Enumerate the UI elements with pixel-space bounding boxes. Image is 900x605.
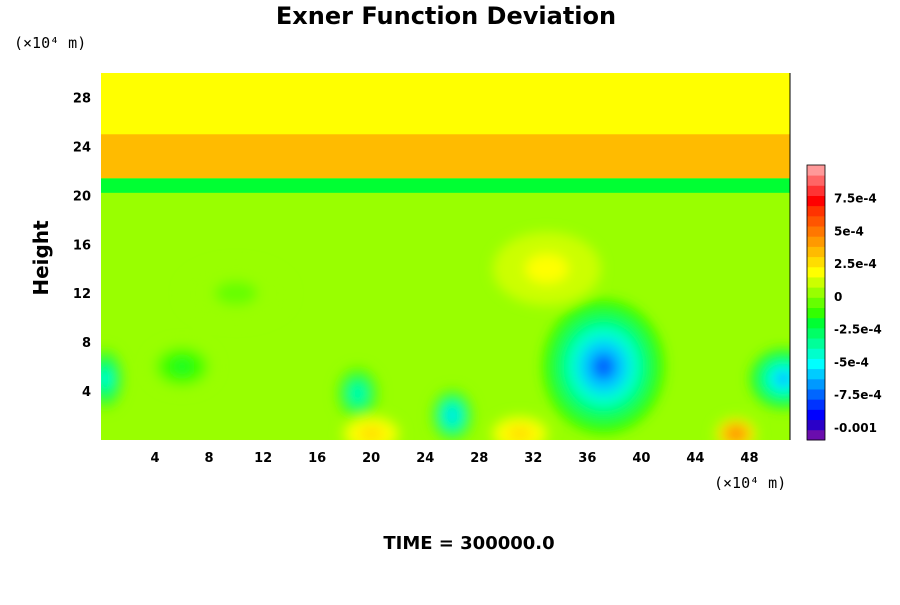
colorbar xyxy=(806,164,826,441)
colorbar-tick-label: -5e-4 xyxy=(834,355,869,369)
colorbar-segment xyxy=(807,195,825,207)
colorbar-segment xyxy=(807,307,825,319)
x-axis-unit: (×10⁴ m) xyxy=(714,474,786,492)
contour-features xyxy=(101,232,790,440)
value-band xyxy=(101,134,790,179)
y-axis-unit: (×10⁴ m) xyxy=(14,34,86,52)
colorbar-segment xyxy=(807,236,825,247)
contour-blob xyxy=(591,353,616,381)
contour-blob xyxy=(175,361,189,372)
colorbar-segment xyxy=(807,358,825,370)
colorbar-segment xyxy=(807,246,825,258)
y-tick-label: 24 xyxy=(73,140,91,155)
colorbar-segment xyxy=(807,256,825,268)
colorbar-segment xyxy=(807,297,825,308)
x-tick-label: 24 xyxy=(416,451,434,466)
contour-blob xyxy=(225,287,247,300)
y-tick-label: 28 xyxy=(73,91,91,106)
x-tick-label: 20 xyxy=(362,451,380,466)
x-tick-label: 8 xyxy=(205,451,214,466)
colorbar-frame xyxy=(806,164,826,441)
x-tick-label: 4 xyxy=(151,451,160,466)
colorbar-segment xyxy=(807,348,825,359)
value-band xyxy=(101,178,790,193)
colorbar-segment xyxy=(807,185,825,196)
y-tick-label: 16 xyxy=(73,238,91,253)
colorbar-tick-label: -0.001 xyxy=(834,421,877,435)
colorbar-tick-label: 5e-4 xyxy=(834,224,864,238)
x-tick-label: 12 xyxy=(254,451,272,466)
colorbar-ticks: 7.5e-4 5e-4 2.5e-4 0 -2.5e-4 -5e-4 -7.5e-4 -0.0… xyxy=(834,192,882,435)
plot-area xyxy=(101,73,790,440)
colorbar-segment xyxy=(807,429,825,441)
chart-title: Exner Function Deviation xyxy=(276,2,616,30)
colorbar-segment xyxy=(807,215,825,227)
contour-blob xyxy=(353,388,363,399)
colorbar-segment xyxy=(807,419,825,431)
x-axis-ticks: 4 8 12 16 20 24 28 32 36 40 44 48 xyxy=(151,451,759,466)
colorbar-segment xyxy=(807,389,825,400)
colorbar-tick-label: -7.5e-4 xyxy=(834,388,882,402)
y-tick-label: 12 xyxy=(73,287,91,302)
contour-blob xyxy=(101,372,109,385)
contour-blob xyxy=(513,430,526,438)
colorbar-segment xyxy=(807,409,825,421)
y-tick-label: 4 xyxy=(82,385,91,400)
x-tick-label: 44 xyxy=(686,451,704,466)
colorbar-segment xyxy=(807,399,825,410)
time-label: TIME = 300000.0 xyxy=(383,533,554,554)
horizontal-bands xyxy=(101,73,790,440)
x-tick-label: 40 xyxy=(632,451,650,466)
contour-blob xyxy=(536,261,558,277)
colorbar-segment xyxy=(807,378,825,390)
y-axis-ticks: 4 8 12 16 20 24 28 xyxy=(73,91,91,400)
colorbar-segment xyxy=(807,327,825,339)
contour-blob xyxy=(447,410,457,421)
contour-blob xyxy=(731,430,741,438)
y-tick-label: 8 xyxy=(82,336,91,351)
colorbar-tick-label: 7.5e-4 xyxy=(834,192,877,206)
x-tick-label: 16 xyxy=(308,451,326,466)
colorbar-segment xyxy=(807,175,825,186)
y-axis-label: Height xyxy=(29,220,53,296)
colorbar-segment xyxy=(807,368,825,380)
colorbar-segment xyxy=(807,266,825,278)
colorbar-segment xyxy=(807,338,825,349)
x-tick-label: 28 xyxy=(470,451,488,466)
colorbar-tick-label: 0 xyxy=(834,290,842,304)
colorbar-segment xyxy=(807,226,825,237)
x-tick-label: 48 xyxy=(740,451,758,466)
colorbar-segment xyxy=(807,287,825,298)
colorbar-segment xyxy=(807,205,825,217)
value-band xyxy=(101,73,790,135)
colorbar-tick-label: -2.5e-4 xyxy=(834,323,882,337)
contour-blob xyxy=(365,430,378,438)
contour-blob xyxy=(776,372,790,385)
colorbar-segment xyxy=(807,277,825,288)
colorbar-tick-label: 2.5e-4 xyxy=(834,257,877,271)
x-tick-label: 36 xyxy=(578,451,596,466)
x-tick-label: 32 xyxy=(524,451,542,466)
colorbar-segment xyxy=(807,165,825,176)
y-tick-label: 20 xyxy=(73,189,91,204)
colorbar-segment xyxy=(807,317,825,329)
